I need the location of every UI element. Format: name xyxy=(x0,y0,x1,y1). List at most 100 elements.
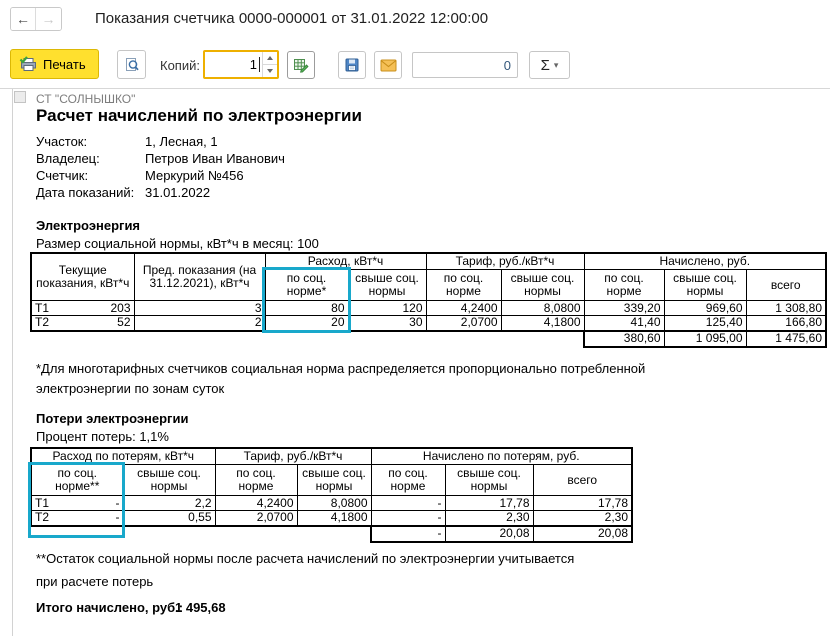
print-button[interactable]: Печать xyxy=(10,49,99,79)
preview-button[interactable] xyxy=(117,50,146,79)
arrow-down-icon xyxy=(267,69,273,73)
table-cell[interactable]: 2,30 xyxy=(532,510,633,526)
table-cell[interactable]: 125,40 xyxy=(663,315,747,331)
footnote-losses-line2: при расчете потерь xyxy=(36,574,154,589)
table-cell[interactable]: 2,2 xyxy=(122,495,216,511)
table-cell[interactable]: 17,78 xyxy=(444,495,534,511)
table-cell[interactable]: Начислено, руб. xyxy=(583,252,827,270)
cell-value: 52 xyxy=(117,315,131,330)
sum-field[interactable]: 0 xyxy=(412,52,518,78)
table-cell[interactable]: Текущие показания, кВт*ч xyxy=(30,252,135,301)
save-button[interactable] xyxy=(338,51,366,79)
table-cell[interactable]: 380,60 xyxy=(583,331,665,347)
table-cell[interactable]: 2,0700 xyxy=(214,510,298,526)
table-cell[interactable]: 4,1800 xyxy=(500,315,585,331)
table-cell[interactable]: Расход, кВт*ч xyxy=(264,252,427,270)
table-cell[interactable]: 2,0700 xyxy=(425,315,502,331)
table-cell[interactable]: 2 xyxy=(133,315,266,331)
table-row: 380,60 1 095,00 1 475,60 xyxy=(583,331,827,347)
section-losses-title: Потери электроэнергии xyxy=(36,411,189,426)
table-cell[interactable]: 166,80 xyxy=(745,315,827,331)
table-cell[interactable]: Т2 - xyxy=(30,510,124,526)
table-cell[interactable]: 30 xyxy=(347,315,427,331)
table-cell[interactable]: всего xyxy=(745,269,827,301)
table-cell[interactable]: 3 xyxy=(133,300,266,316)
table-cell[interactable]: Расход по потерям, кВт*ч xyxy=(30,447,216,465)
table-cell[interactable]: по соц. норме* xyxy=(264,269,349,301)
field-label-owner: Владелец: xyxy=(36,151,100,166)
save-icon xyxy=(344,57,360,73)
section-energy-title: Электроэнергия xyxy=(36,218,141,233)
table-cell[interactable]: свыше соц. нормы xyxy=(444,464,534,496)
table-cell[interactable]: Пред. показания (на 31.12.2021), кВт*ч xyxy=(133,252,266,301)
losses-percent-note: Процент потерь: 1,1% xyxy=(36,429,169,444)
copies-label: Копий: xyxy=(160,58,200,73)
table-cell[interactable]: 4,1800 xyxy=(296,510,372,526)
table-cell[interactable]: Т2 52 xyxy=(30,315,135,331)
table-cell[interactable]: Тариф, руб./кВт*ч xyxy=(425,252,585,270)
row-label: Т1 xyxy=(35,300,50,315)
table-cell[interactable]: 0,55 xyxy=(122,510,216,526)
sigma-icon: Σ xyxy=(540,56,550,74)
table-cell[interactable]: Т1 - xyxy=(30,495,124,511)
table-cell[interactable]: 969,60 xyxy=(663,300,747,316)
report-title: Расчет начислений по электроэнергии xyxy=(36,106,362,125)
table-cell[interactable]: Т1 203 xyxy=(30,300,135,316)
forward-button[interactable]: → xyxy=(36,8,61,30)
table-cell[interactable]: Начислено по потерям, руб. xyxy=(370,447,633,465)
printer-icon xyxy=(19,56,37,72)
table-cell[interactable]: свыше соц. нормы xyxy=(296,464,372,496)
table-cell[interactable]: 17,78 xyxy=(532,495,633,511)
window-titlebar: ← → Показания счетчика 0000-000001 от 31… xyxy=(0,0,830,44)
edit-table-button[interactable] xyxy=(287,51,315,79)
cell-value: - xyxy=(115,495,120,510)
row-label: Т1 xyxy=(35,495,50,510)
table-cell[interactable]: - xyxy=(370,510,446,526)
grand-total-label: Итого начислено, руб.: xyxy=(36,600,184,615)
copies-stepper[interactable]: 1 xyxy=(203,50,279,79)
table-cell[interactable]: Тариф, руб./кВт*ч xyxy=(214,447,372,465)
table-cell[interactable]: свыше соц. нормы xyxy=(663,269,747,301)
copies-value[interactable]: 1 xyxy=(249,57,257,72)
table-cell[interactable]: 80 xyxy=(264,300,349,316)
table-cell[interactable]: по соц. норме xyxy=(370,464,446,496)
energy-table-wrap: Текущие показания, кВт*ч Пред. показания… xyxy=(30,252,827,348)
table-cell[interactable]: 20,08 xyxy=(532,526,633,542)
table-cell[interactable]: 8,0800 xyxy=(296,495,372,511)
arrow-up-icon xyxy=(267,56,273,60)
table-row: - 20,08 20,08 xyxy=(370,526,633,542)
field-label-section: Участок: xyxy=(36,134,88,149)
table-cell[interactable]: - xyxy=(370,495,446,511)
spin-up-button[interactable] xyxy=(263,52,277,65)
email-button[interactable] xyxy=(374,51,402,79)
table-cell[interactable]: свыше соц. нормы xyxy=(122,464,216,496)
table-row: Т2 52 2 20 30 2,0700 4,1800 41,40 125,40… xyxy=(30,315,827,331)
text-cursor xyxy=(259,57,260,72)
table-cell[interactable]: 1 095,00 xyxy=(663,331,747,347)
table-cell[interactable]: по соц. норме xyxy=(583,269,665,301)
table-cell[interactable]: 8,0800 xyxy=(500,300,585,316)
table-cell[interactable]: 20,08 xyxy=(444,526,534,542)
table-header-row: Текущие показания, кВт*ч Пред. показания… xyxy=(30,252,827,301)
table-cell[interactable]: по соц. норме xyxy=(214,464,298,496)
spin-down-button[interactable] xyxy=(263,65,277,77)
table-cell[interactable]: 2,30 xyxy=(444,510,534,526)
table-cell[interactable]: 20 xyxy=(264,315,349,331)
table-cell[interactable]: 41,40 xyxy=(583,315,665,331)
table-cell[interactable]: по соц. норме xyxy=(425,269,502,301)
table-cell[interactable]: по соц. норме** xyxy=(30,464,124,496)
email-icon xyxy=(380,59,397,72)
table-cell[interactable]: свыше соц. нормы xyxy=(500,269,585,301)
table-cell[interactable]: свыше соц. нормы xyxy=(347,269,427,301)
table-cell[interactable]: 4,2400 xyxy=(425,300,502,316)
table-cell[interactable]: 4,2400 xyxy=(214,495,298,511)
table-cell[interactable]: - xyxy=(370,526,446,542)
back-button[interactable]: ← xyxy=(11,8,36,30)
sheet-corner-box[interactable] xyxy=(14,91,26,103)
sum-function-button[interactable]: Σ ▾ xyxy=(529,51,570,79)
table-cell[interactable]: 120 xyxy=(347,300,427,316)
table-cell[interactable]: всего xyxy=(532,464,633,496)
table-cell[interactable]: 1 475,60 xyxy=(745,331,827,347)
table-cell[interactable]: 339,20 xyxy=(583,300,665,316)
table-cell[interactable]: 1 308,80 xyxy=(745,300,827,316)
